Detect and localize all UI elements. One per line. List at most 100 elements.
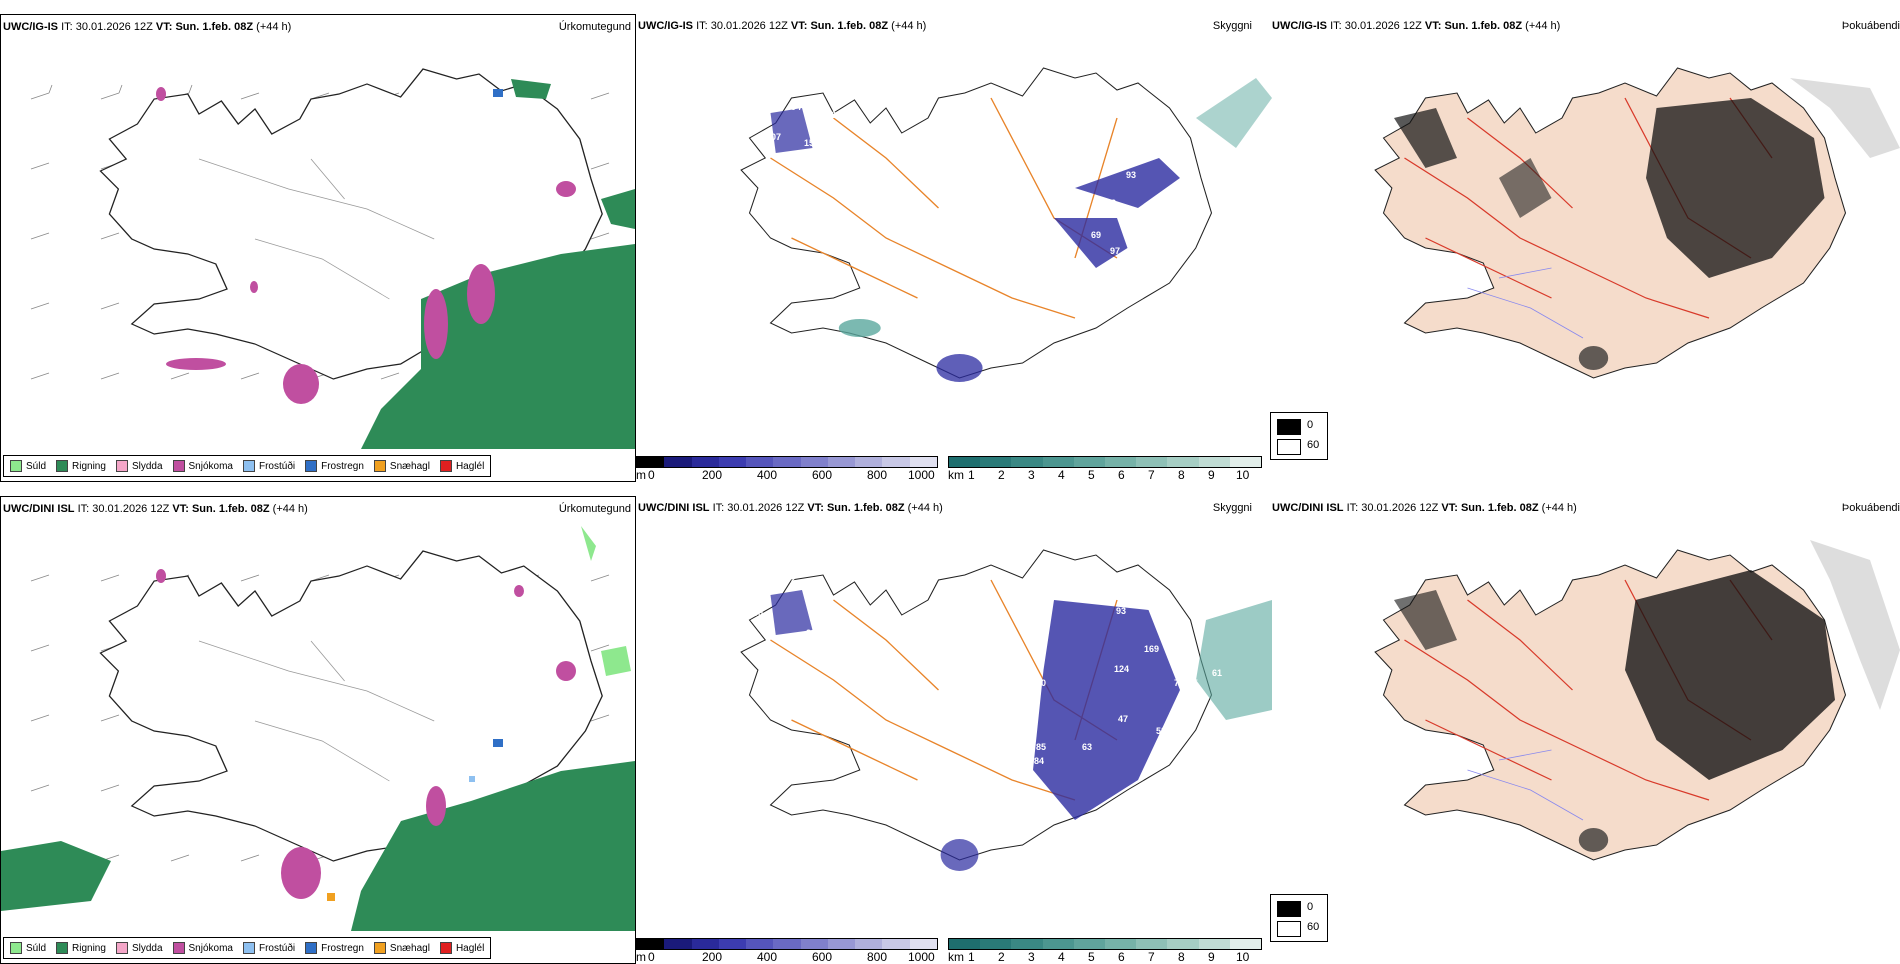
fog-area (1394, 590, 1457, 650)
legend-item: Frostregn (305, 460, 364, 472)
panel-variable: Úrkomutegund (558, 21, 631, 33)
precip-panel-row2: UWC/DINI ISL IT: 30.01.2026 12Z VT: Sun.… (0, 496, 636, 964)
roads (770, 97, 1118, 319)
legend-item: Frostregn (305, 942, 364, 954)
legend-item: Slydda (115, 460, 163, 472)
height-tick: 800 (867, 950, 888, 964)
fog-area (1790, 78, 1900, 158)
height-tick: 0 (648, 468, 655, 482)
visibility-tick: 9 (1208, 950, 1215, 964)
panel-variable: Úrkomutegund (558, 503, 631, 515)
visibility-tick: 3 (1028, 468, 1035, 482)
legend-item: Súld (10, 942, 46, 954)
panel-title: UWC/IG-IS IT: 30.01.2026 12Z VT: Sun. 1.… (1272, 20, 1561, 32)
svg-text:124: 124 (1114, 664, 1129, 674)
drizzle-area (601, 646, 631, 676)
legend-item: Snæhagl (373, 460, 430, 472)
fog-area (1646, 98, 1825, 278)
visibility-colorbar (948, 938, 1262, 950)
visibility-colorbar (948, 456, 1262, 468)
panel-variable: Skyggni (1212, 502, 1252, 514)
panel-variable: Þokuábendi (1841, 20, 1900, 32)
panel-variable: Skyggni (1212, 20, 1252, 32)
drizzle-area (581, 526, 596, 561)
height-tick: 1000 (908, 468, 935, 482)
roads (770, 579, 1118, 801)
visibility-tick: 1 (968, 468, 975, 482)
legend-item: Snjókoma (172, 942, 233, 954)
precip-panel-row1: UWC/IG-IS IT: 30.01.2026 12Z VT: Sun. 1.… (0, 14, 636, 482)
height-tick: 200 (702, 950, 723, 964)
low-visibility-area (770, 108, 813, 153)
svg-text:86: 86 (1174, 660, 1184, 670)
legend-item: Snæhagl (373, 942, 430, 954)
height-colorbar (636, 938, 938, 950)
snow-area (166, 358, 226, 370)
visibility-tick: 10 (1236, 468, 1250, 482)
svg-text:46: 46 (941, 402, 951, 412)
snow-area (426, 786, 446, 826)
svg-text:102: 102 (781, 574, 796, 584)
visibility-tick: 7 (1148, 950, 1155, 964)
visibility-labels: 94 65 107 116 15 56 163 94 22 76 82 93 9… (766, 102, 1198, 412)
rain-area (601, 189, 635, 229)
legend-item: Snjókoma (172, 460, 233, 472)
rain-area (1, 841, 111, 911)
svg-text:58: 58 (1156, 726, 1166, 736)
height-tick: 600 (812, 950, 833, 964)
low-visibility-area (770, 590, 813, 635)
svg-text:94: 94 (1066, 206, 1076, 216)
height-tick: 400 (757, 950, 778, 964)
low-visibility-area (1033, 600, 1180, 820)
svg-text:65: 65 (831, 110, 841, 120)
svg-text:73: 73 (1174, 678, 1184, 688)
visibility-tick: 5 (1088, 468, 1095, 482)
height-tick: 800 (867, 468, 888, 482)
snow-area (156, 87, 166, 101)
svg-text:200: 200 (806, 628, 821, 638)
svg-text:123: 123 (998, 670, 1013, 680)
visibility-panel-row1: UWC/IG-IS IT: 30.01.2026 12Z VT: Sun. 1.… (636, 14, 1272, 482)
visibility-tick: 8 (1178, 950, 1185, 964)
svg-text:116: 116 (778, 152, 793, 162)
precip-legend: Súld Rigning Slydda Snjókoma Frostúði Fr… (3, 937, 492, 959)
svg-text:25: 25 (1060, 350, 1070, 360)
legend-item: Frostúði (242, 460, 295, 472)
visibility-tick: 5 (1088, 950, 1095, 964)
svg-text:69: 69 (1091, 230, 1101, 240)
svg-text:40: 40 (1036, 678, 1046, 688)
panel-title: UWC/DINI ISL IT: 30.01.2026 12Z VT: Sun.… (3, 503, 308, 515)
fog-area (1810, 540, 1900, 710)
legend-item: Frostúði (242, 942, 295, 954)
visibility-unit: km (948, 468, 964, 482)
iceland-outline (99, 68, 603, 380)
visibility-labels: 102 89 100 200 123 40 93 169 86 61 73 65… (744, 574, 1222, 884)
svg-text:82: 82 (1188, 182, 1198, 192)
visibility-tick: 2 (998, 950, 1005, 964)
height-unit: m (636, 468, 646, 482)
svg-text:65: 65 (1188, 678, 1198, 688)
visibility-tick: 7 (1148, 468, 1155, 482)
low-visibility-area (936, 354, 983, 382)
fog-map (1374, 540, 1900, 861)
fog-panel-row2: UWC/DINI ISL IT: 30.01.2026 12Z VT: Sun.… (1270, 496, 1900, 964)
precip-legend: Súld Rigning Slydda Snjókoma Frostúði Fr… (3, 455, 492, 477)
svg-text:169: 169 (1144, 644, 1159, 654)
height-unit: m (636, 950, 646, 964)
visibility-tick: 10 (1236, 950, 1250, 964)
svg-text:22: 22 (942, 874, 952, 884)
snow-area (467, 264, 495, 324)
legend-item: Rigning (56, 460, 106, 472)
cloud-area (1196, 78, 1272, 148)
visibility-map: 102 89 100 200 123 40 93 169 86 61 73 65… (740, 549, 1272, 884)
legend-item: Slydda (115, 942, 163, 954)
svg-text:163: 163 (998, 216, 1013, 226)
iceland-outline (99, 550, 603, 862)
low-visibility-area (940, 839, 979, 871)
snow-area (283, 364, 319, 404)
height-tick: 600 (812, 468, 833, 482)
rain-area (511, 79, 551, 99)
panel-variable: Þokuábendi (1841, 502, 1900, 514)
snow-area (281, 847, 321, 899)
svg-text:94: 94 (791, 102, 801, 112)
